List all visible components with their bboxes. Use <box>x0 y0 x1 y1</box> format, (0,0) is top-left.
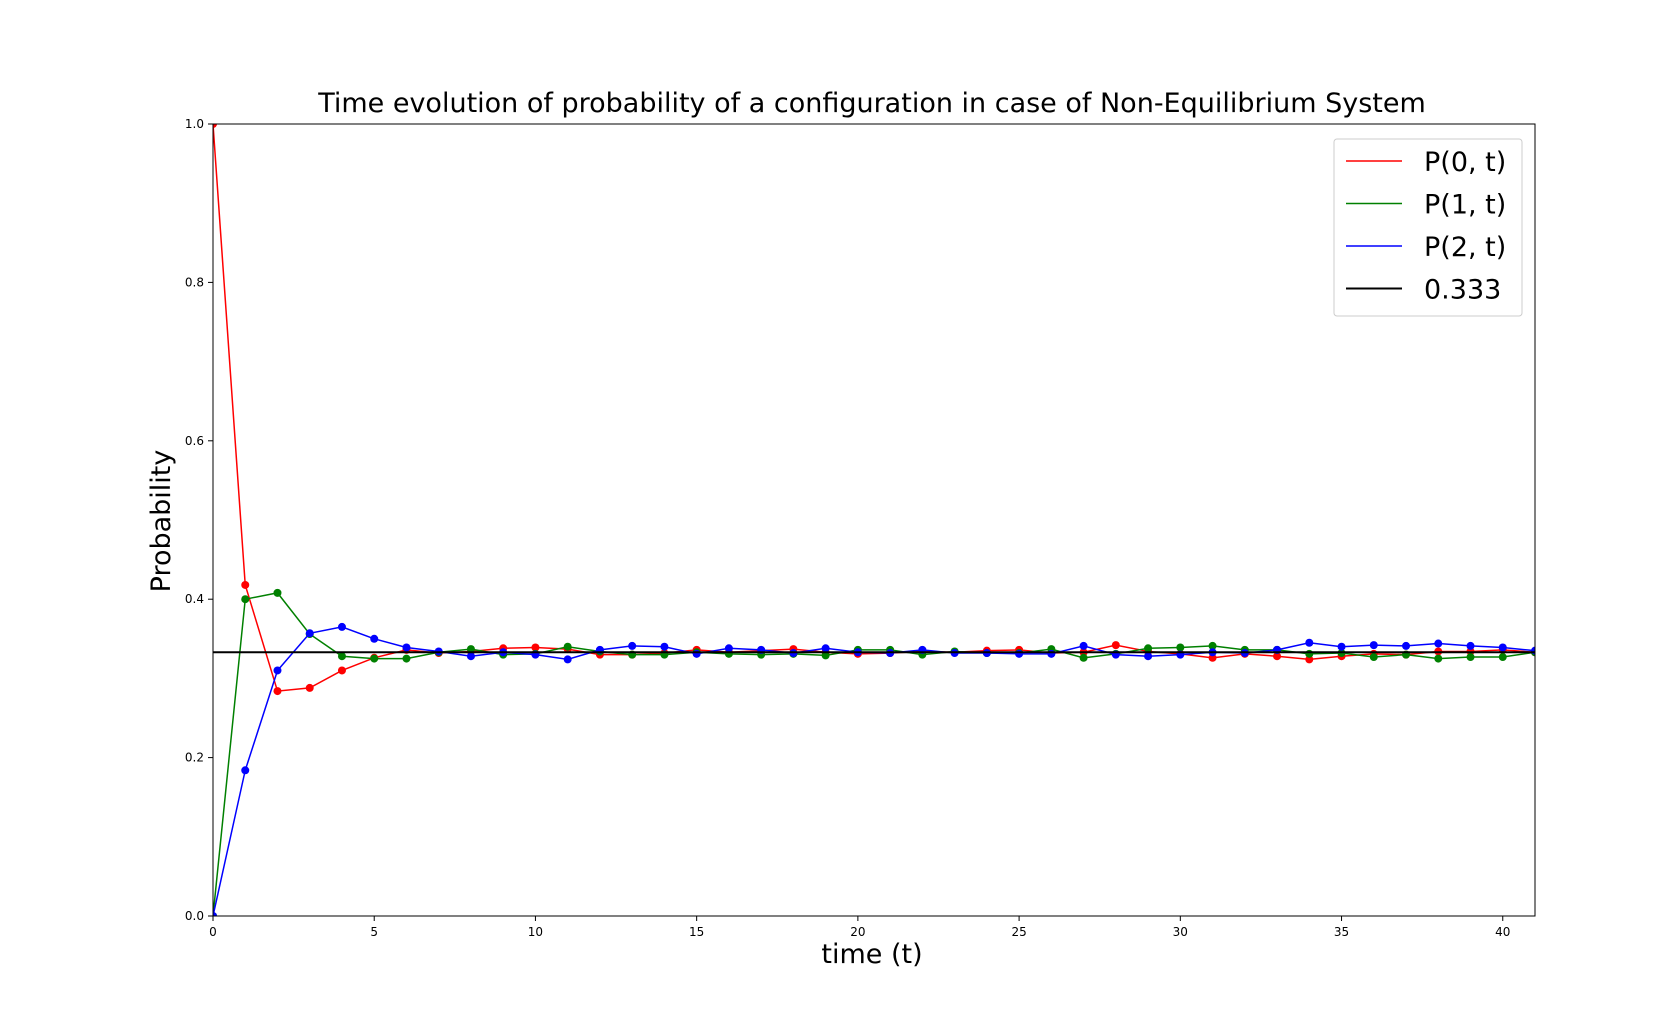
x-tick-label: 20 <box>850 925 865 939</box>
data-point-p-2-t <box>337 622 346 631</box>
legend-label-p-1-t: P(1, t) <box>1424 190 1506 221</box>
data-point-p-1-t <box>1176 643 1185 652</box>
data-point-p-0-t <box>1273 652 1282 661</box>
legend-box <box>1333 138 1523 317</box>
data-point-p-0-t <box>273 687 282 696</box>
data-point-p-1-t <box>1369 653 1378 662</box>
data-point-p-1-t <box>1434 654 1443 663</box>
data-point-p-2-t <box>370 634 379 643</box>
data-point-p-2-t <box>660 642 669 651</box>
data-point-p-1-t <box>1466 653 1475 662</box>
y-tick-label: 0.8 <box>185 275 204 289</box>
axes-frame <box>212 123 1536 917</box>
data-point-p-2-t <box>1144 652 1153 661</box>
data-point-p-1-t <box>821 651 830 660</box>
data-point-p-0-t <box>337 666 346 675</box>
x-tick-label: 35 <box>1334 925 1349 939</box>
data-point-p-1-t <box>1144 644 1153 653</box>
y-tick-label: 1.0 <box>185 117 204 131</box>
x-tick-label: 5 <box>370 925 378 939</box>
x-tick-label: 40 <box>1495 925 1510 939</box>
legend-label-0-333: 0.333 <box>1424 275 1501 306</box>
data-point-p-1-t <box>1079 653 1088 662</box>
y-tick-label: 0.4 <box>185 592 204 606</box>
data-point-p-2-t <box>273 666 282 675</box>
series-line-p-1-t <box>213 592 1535 916</box>
data-point-p-2-t <box>1369 641 1378 650</box>
data-point-p-2-t <box>1434 639 1443 648</box>
data-point-p-0-t <box>241 580 250 589</box>
data-point-p-2-t <box>563 655 572 664</box>
data-point-p-0-t <box>213 124 217 128</box>
data-point-p-2-t <box>305 629 314 638</box>
data-point-p-2-t <box>1466 641 1475 650</box>
data-point-p-2-t <box>1047 649 1056 658</box>
data-point-p-1-t <box>1498 653 1507 662</box>
y-axis-label: Probability <box>146 450 177 593</box>
plot-area <box>213 124 1535 916</box>
data-point-p-0-t <box>531 643 540 652</box>
data-point-p-1-t <box>241 595 250 604</box>
data-point-p-1-t <box>563 642 572 651</box>
legend-label-p-2-t: P(2, t) <box>1424 232 1506 263</box>
data-point-p-0-t <box>1111 641 1120 650</box>
x-tick-label: 15 <box>689 925 704 939</box>
data-point-p-2-t <box>1015 649 1024 658</box>
data-point-p-1-t <box>370 654 379 663</box>
data-point-p-2-t <box>1498 643 1507 652</box>
legend-label-p-0-t: P(0, t) <box>1424 147 1506 178</box>
y-tick-label: 0.0 <box>185 909 204 923</box>
y-tick-label: 0.2 <box>185 751 204 765</box>
data-point-p-2-t <box>724 644 733 653</box>
data-point-p-2-t <box>1337 642 1346 651</box>
data-point-p-1-t <box>337 652 346 661</box>
data-point-p-0-t <box>1305 655 1314 664</box>
chart-title: Time evolution of probability of a confi… <box>317 88 1426 119</box>
x-axis-label: time (t) <box>821 939 922 970</box>
data-point-p-2-t <box>628 641 637 650</box>
plot-series-group <box>213 124 1535 916</box>
data-point-p-2-t <box>1402 641 1411 650</box>
data-point-p-1-t <box>273 588 282 597</box>
y-tick-label: 0.6 <box>185 434 204 448</box>
data-point-p-1-t <box>402 654 411 663</box>
data-point-p-2-t <box>402 643 411 652</box>
data-point-p-0-t <box>1208 653 1217 662</box>
data-point-p-1-t <box>1305 649 1314 658</box>
data-point-p-2-t <box>821 644 830 653</box>
x-tick-label: 25 <box>1011 925 1026 939</box>
data-point-p-2-t <box>466 652 475 661</box>
x-tick-label: 30 <box>1173 925 1188 939</box>
x-tick-label: 10 <box>528 925 543 939</box>
data-point-p-2-t <box>1305 638 1314 647</box>
legend: P(0, t) P(1, t) P(2, t) 0.333 <box>1333 138 1523 317</box>
data-point-p-2-t <box>241 766 250 775</box>
x-tick-label: 0 <box>209 925 217 939</box>
data-point-p-2-t <box>213 912 217 916</box>
data-point-p-1-t <box>1208 641 1217 650</box>
data-point-p-2-t <box>1079 641 1088 650</box>
data-point-p-1-t <box>466 645 475 654</box>
data-point-p-0-t <box>305 683 314 692</box>
axes: 0 5 10 15 20 25 30 35 40 0.0 0.2 0.4 0.6 0.8 1.0 <box>185 117 1536 939</box>
data-point-p-2-t <box>692 649 701 658</box>
